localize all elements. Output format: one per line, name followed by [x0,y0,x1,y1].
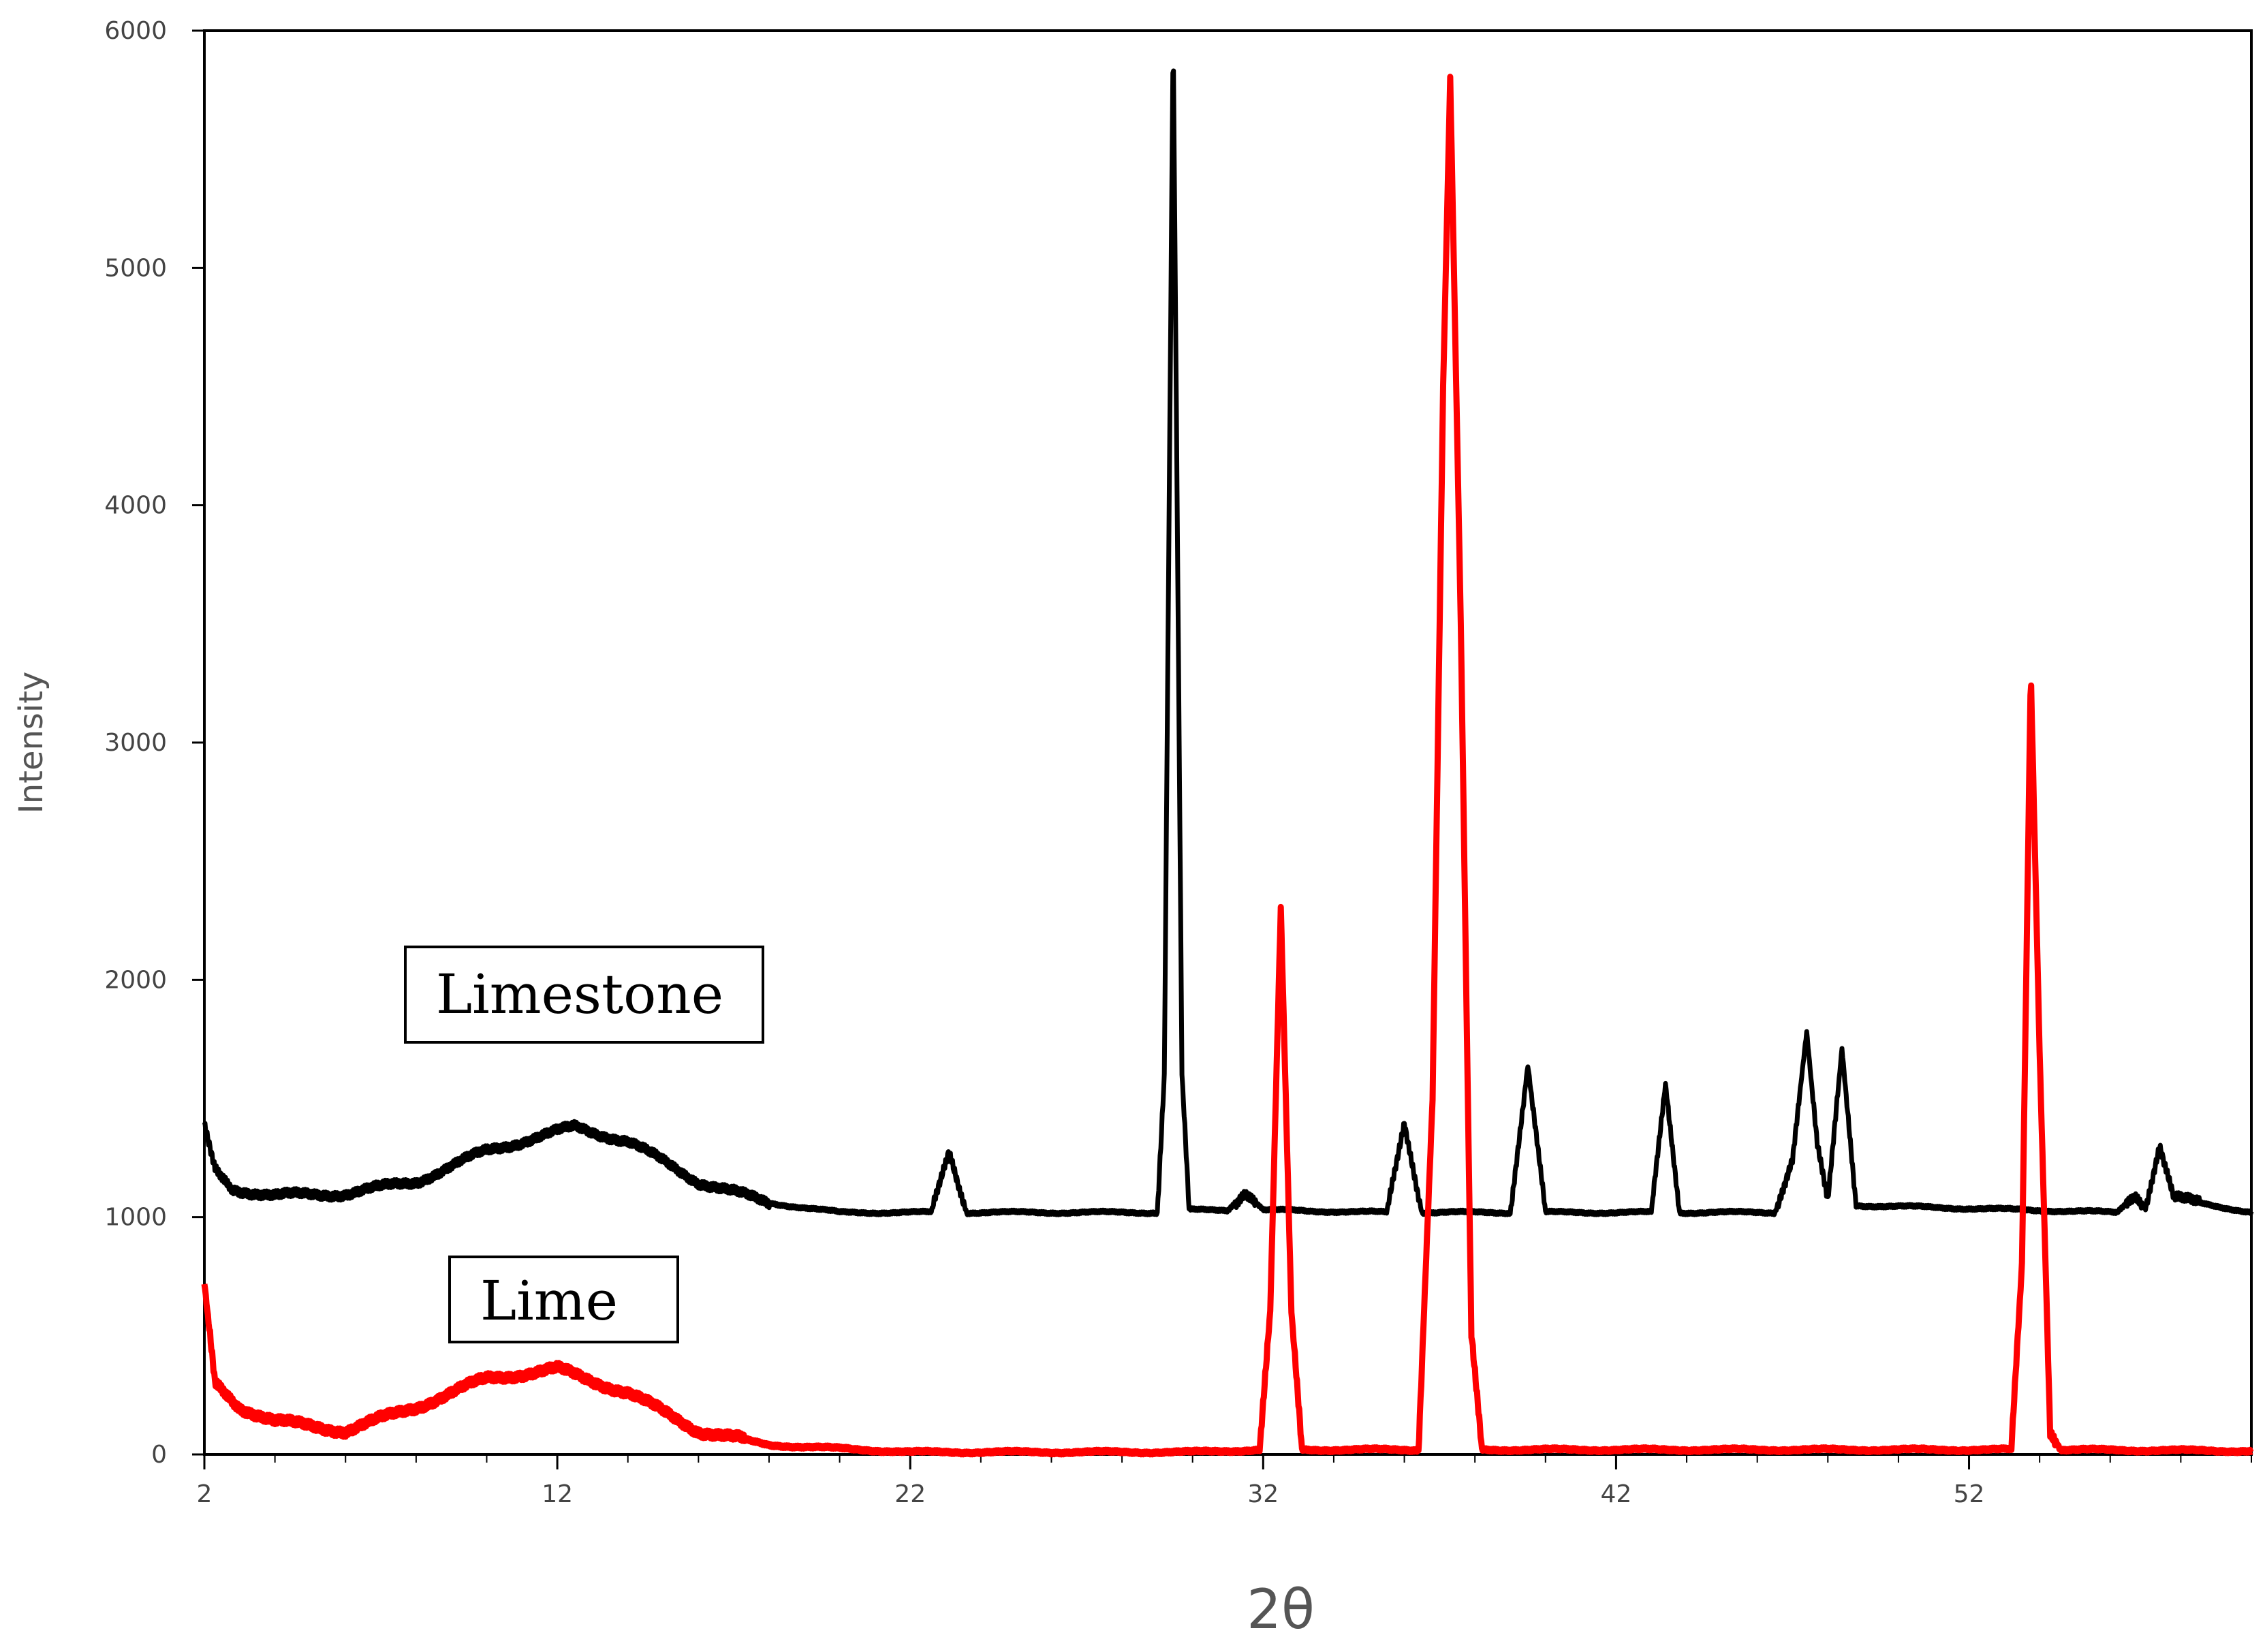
series-lines [201,68,2254,1458]
x-tick-label: 2 [197,1480,213,1508]
annotation-limestone: Limestone [404,946,764,1044]
series-line-lime [201,74,2254,1458]
annotation-lime-box [448,1256,679,1343]
series-line-limestone [202,68,2254,1217]
y-tick-label: 3000 [104,729,167,757]
x-tick-label: 22 [894,1480,926,1508]
x-tick-label: 32 [1247,1480,1279,1508]
annotation-lime: Lime [448,1256,679,1343]
y-tick-label: 1000 [104,1204,167,1232]
x-axis-title: 2θ [1247,1578,1315,1641]
y-axis-title: Intensity [12,672,50,814]
x-tick-label: 52 [1954,1480,1985,1508]
annotation-limestone-text: Limestone [436,963,723,1026]
y-tick-label: 2000 [104,966,167,994]
y-tick-label: 0 [151,1441,167,1469]
axis-ticks: 2 12 22 32 42 52 0 1000 2000 3000 4000 5000 6000 [104,17,2252,1508]
x-tick-label: 12 [542,1480,573,1508]
annotation-limestone-box [404,946,764,1044]
y-tick-label: 6000 [104,17,167,45]
x-tick-label: 42 [1601,1480,1632,1508]
y-tick-label: 4000 [104,492,167,520]
y-tick-label: 5000 [104,254,167,282]
annotation-lime-text: Lime [480,1269,618,1332]
plot-area-frame [203,29,2253,1456]
